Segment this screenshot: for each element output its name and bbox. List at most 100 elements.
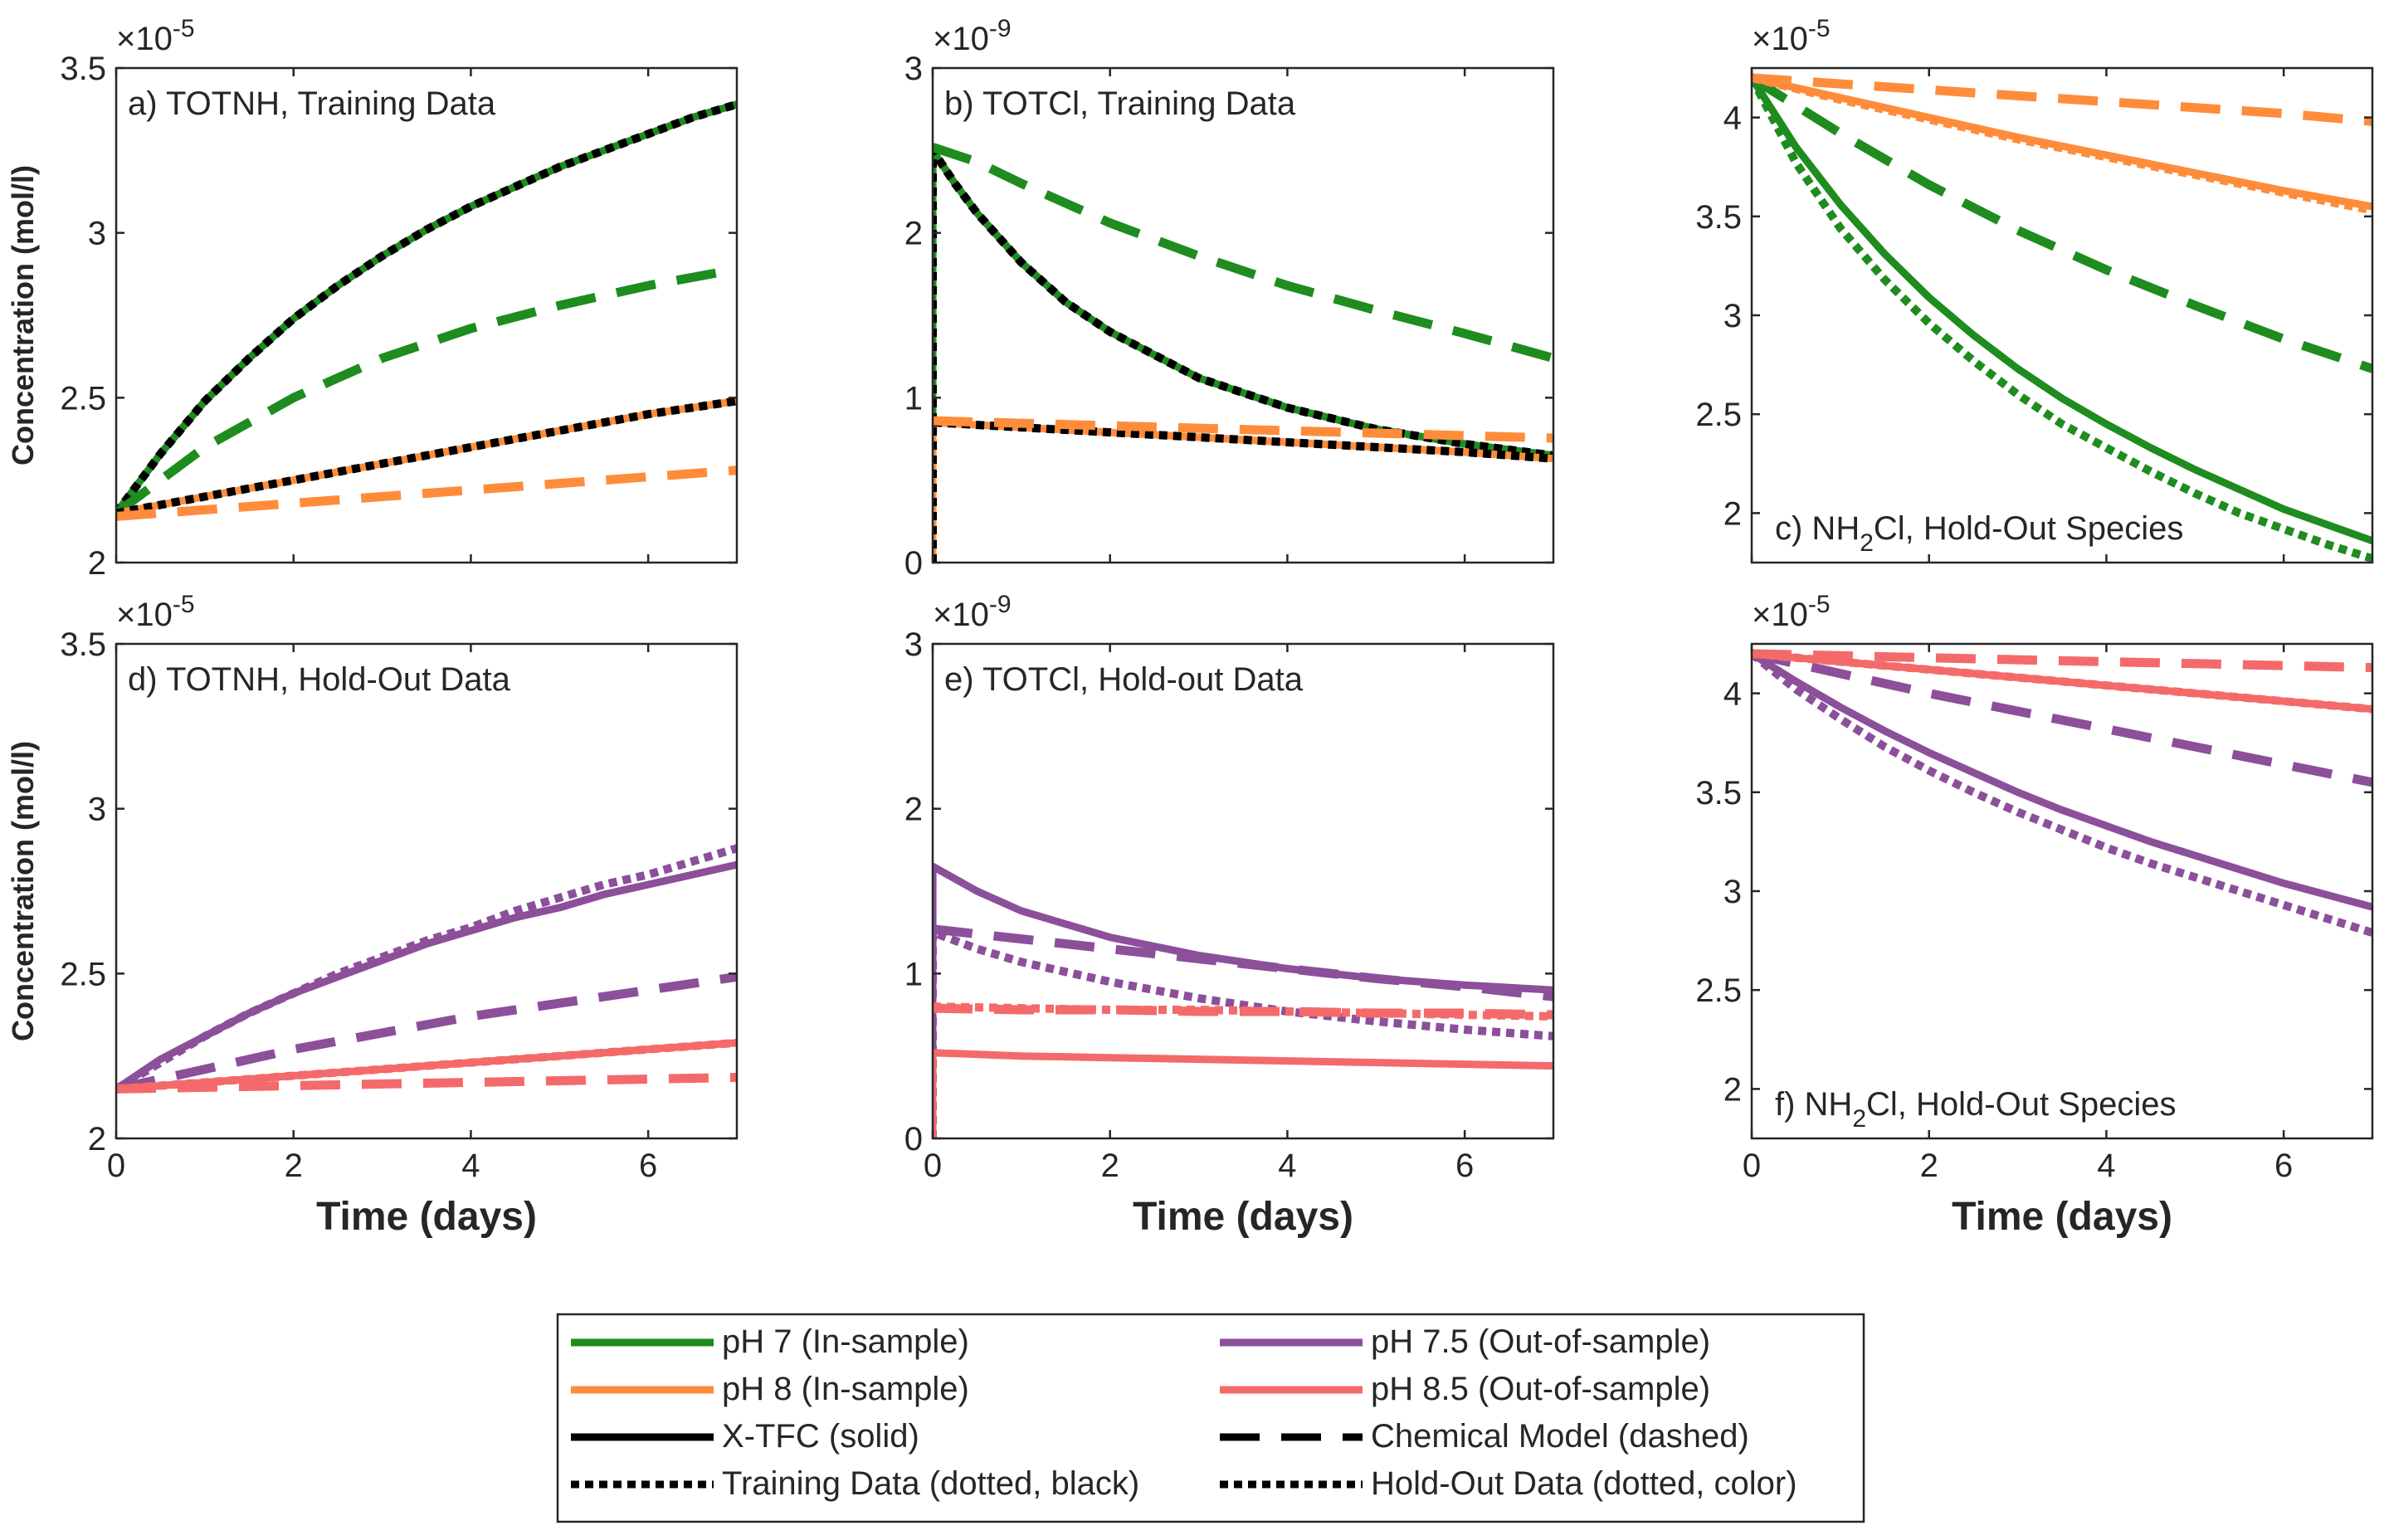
y-tick-label: 0 (904, 545, 923, 582)
y-tick-label: 3.5 (1695, 199, 1742, 236)
series-group (933, 143, 1553, 563)
plot-area (933, 68, 1553, 563)
series-line-4 (1752, 74, 2372, 215)
legend-label: Training Data (dotted, black) (722, 1465, 1139, 1502)
axis-exponent: ×10-5 (1752, 15, 1831, 57)
y-tick-label: 2 (88, 545, 106, 582)
x-tick-label: 6 (639, 1148, 657, 1184)
y-tick-label: 2 (1723, 495, 1742, 532)
panel-title-tail: Cl, Hold-Out Species (1874, 510, 2183, 547)
series-line-2 (1752, 649, 2372, 787)
y-tick-label: 3.5 (60, 51, 106, 87)
series-line-1 (116, 844, 737, 1093)
series-group (116, 844, 737, 1094)
panel-title-main: d) TOTNH, Hold-Out Data (128, 661, 511, 698)
x-tick-label: 2 (1101, 1148, 1119, 1184)
panel-title: b) TOTCl, Training Data (944, 85, 1296, 122)
axis-exponent: ×10-9 (933, 591, 1012, 633)
y-tick-label: 2.5 (1695, 972, 1742, 1009)
panel-title: f) NH2Cl, Hold-Out Species (1775, 1086, 2177, 1133)
y-tick-label: 4 (1723, 100, 1742, 137)
exponent-base: ×10 (116, 21, 173, 57)
y-tick-label: 3 (1723, 874, 1742, 910)
legend-label: pH 7.5 (Out-of-sample) (1371, 1323, 1710, 1360)
panel-f: 0 2 4 622.533.54×10-5f) NH2Cl, Hold-Out Spe… (1695, 591, 2374, 1239)
series-line-4 (1752, 649, 2372, 714)
x-tick-label: 0 (924, 1148, 942, 1184)
x-axis-label: Time (days) (1133, 1195, 1353, 1239)
panel-title-subscript: 2 (1860, 529, 1874, 557)
series-line-5 (116, 465, 737, 521)
panel-title-main: f) NH (1775, 1086, 1852, 1123)
y-tick-label: 3 (88, 792, 106, 828)
legend-label: X-TFC (solid) (722, 1418, 919, 1455)
exponent-power: -5 (173, 15, 195, 42)
series-line-2 (1752, 74, 2372, 373)
exponent-power: -9 (989, 15, 1012, 42)
panel-b: 0 1 2 3 ×10-9 b) TOTCl, Training Data (904, 15, 1555, 582)
panel-title-tail: Cl, Hold-Out Species (1866, 1086, 2176, 1123)
exponent-base: ×10 (933, 597, 989, 633)
y-tick-label: 3 (904, 51, 923, 87)
axes-frame (115, 66, 739, 564)
panel-title-subscript: 2 (1852, 1105, 1866, 1133)
series-line-4 (116, 1038, 737, 1094)
series-group (1752, 649, 2372, 937)
series-line-5 (116, 1073, 737, 1094)
y-tick-label: 3 (904, 626, 923, 663)
legend-box (556, 1313, 1865, 1523)
exponent-power: -9 (989, 591, 1012, 618)
legend-label: pH 8.5 (Out-of-sample) (1371, 1371, 1710, 1407)
series-line-1 (116, 100, 737, 516)
y-tick-label: 4 (1723, 676, 1742, 713)
exponent-power: -5 (173, 591, 195, 618)
legend-label: pH 8 (In-sample) (722, 1371, 969, 1407)
series-line-1 (933, 146, 1553, 563)
legend-label: Hold-Out Data (dotted, color) (1371, 1465, 1797, 1502)
exponent-base: ×10 (116, 597, 173, 633)
series-line-4 (116, 397, 737, 518)
y-tick-label: 2.5 (1695, 397, 1742, 433)
exponent-base: ×10 (1752, 597, 1808, 633)
series-line-1 (1752, 651, 2372, 937)
panel-title: c) NH2Cl, Hold-Out Species (1775, 510, 2183, 557)
axes-frame (115, 642, 739, 1140)
panel-e: 0 2 4 6 0 1 2 3 ×10-9 e) TOTCl, Hold-out Data Time… (904, 591, 1555, 1239)
y-axis-label: Concentration (mol/l) (6, 741, 40, 1041)
panel-title-main: a) TOTNH, Training Data (128, 85, 496, 122)
series-line-5 (1752, 73, 2372, 126)
plot-area (116, 68, 737, 563)
panel-title-main: b) TOTCl, Training Data (944, 85, 1296, 122)
y-tick-label: 2.5 (60, 956, 106, 992)
y-tick-label: 3.5 (1695, 775, 1742, 811)
panel-title: a) TOTNH, Training Data (128, 85, 496, 122)
series-line-5 (933, 416, 1553, 443)
series-line-2 (116, 972, 737, 1094)
plot-area (1752, 68, 2372, 563)
y-tick-label: 2 (904, 216, 923, 252)
y-tick-label: 3.5 (60, 626, 106, 663)
panel-title-main: e) TOTCl, Hold-out Data (944, 661, 1304, 698)
y-tick-label: 3 (1723, 298, 1742, 334)
panel-a: 2 2.5 3 3.5 ×10-5 a) TOTNH, Training Data Conc… (6, 15, 739, 582)
series-line-0 (933, 862, 1553, 1138)
panel-c: 2 2.5 3 3.5 4 ×10-5 c) NH2Cl, Hold-Out Species (1695, 15, 2374, 564)
plot-area (1752, 644, 2372, 1138)
series-group (933, 862, 1553, 1138)
x-tick-label: 6 (2274, 1148, 2293, 1184)
x-axis-label: Time (days) (316, 1195, 537, 1239)
x-tick-label: 2 (285, 1148, 303, 1184)
x-axis-label: Time (days) (1952, 1195, 2172, 1239)
panel-d: 0 2 4 622.533.5×10-5d) TOTNH, Hold-Out Data… (6, 591, 739, 1239)
series-line-2 (933, 143, 1553, 363)
x-tick-label: 4 (1278, 1148, 1296, 1184)
series-line-2 (933, 924, 1553, 1001)
y-tick-label: 2.5 (60, 380, 106, 417)
y-tick-label: 3 (88, 216, 106, 252)
exponent-base: ×10 (1752, 21, 1808, 57)
panel-title: e) TOTCl, Hold-out Data (944, 661, 1304, 698)
series-line-2 (116, 264, 737, 517)
y-tick-label: 1 (904, 380, 923, 417)
y-tick-label: 1 (904, 956, 923, 992)
